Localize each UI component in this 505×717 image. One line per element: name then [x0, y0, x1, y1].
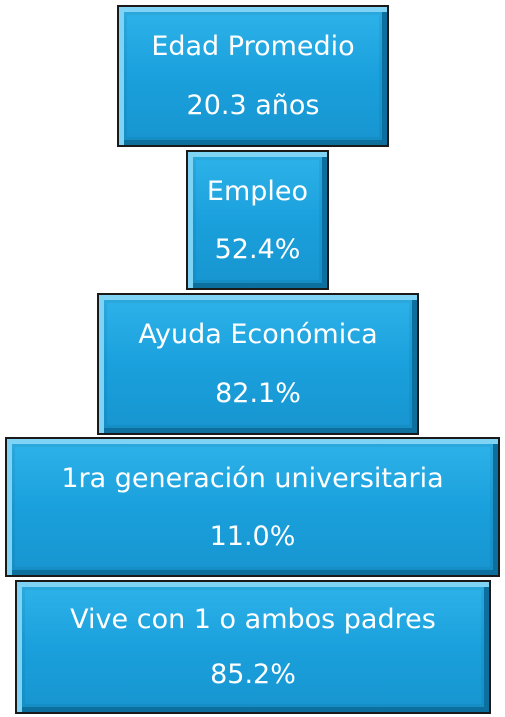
box-label: Edad Promedio	[151, 31, 355, 62]
box: Empleo 52.4%	[186, 150, 329, 290]
box-value: 11.0%	[209, 520, 296, 552]
box-label: Vive con 1 o ambos padres	[70, 604, 436, 635]
box-label: Ayuda Económica	[138, 319, 378, 350]
box: Vive con 1 o ambos padres 85.2%	[15, 580, 491, 714]
box-label: 1ra generación universitaria	[61, 462, 444, 494]
box-label: Empleo	[206, 175, 309, 207]
box-value: 85.2%	[210, 659, 296, 690]
box: 1ra generación universitaria 11.0%	[5, 437, 500, 577]
box-value: 20.3 años	[186, 90, 320, 121]
box: Edad Promedio 20.3 años	[117, 5, 389, 147]
box-value: 82.1%	[215, 378, 301, 409]
box: Ayuda Económica 82.1%	[97, 293, 419, 435]
box-value: 52.4%	[214, 233, 301, 265]
